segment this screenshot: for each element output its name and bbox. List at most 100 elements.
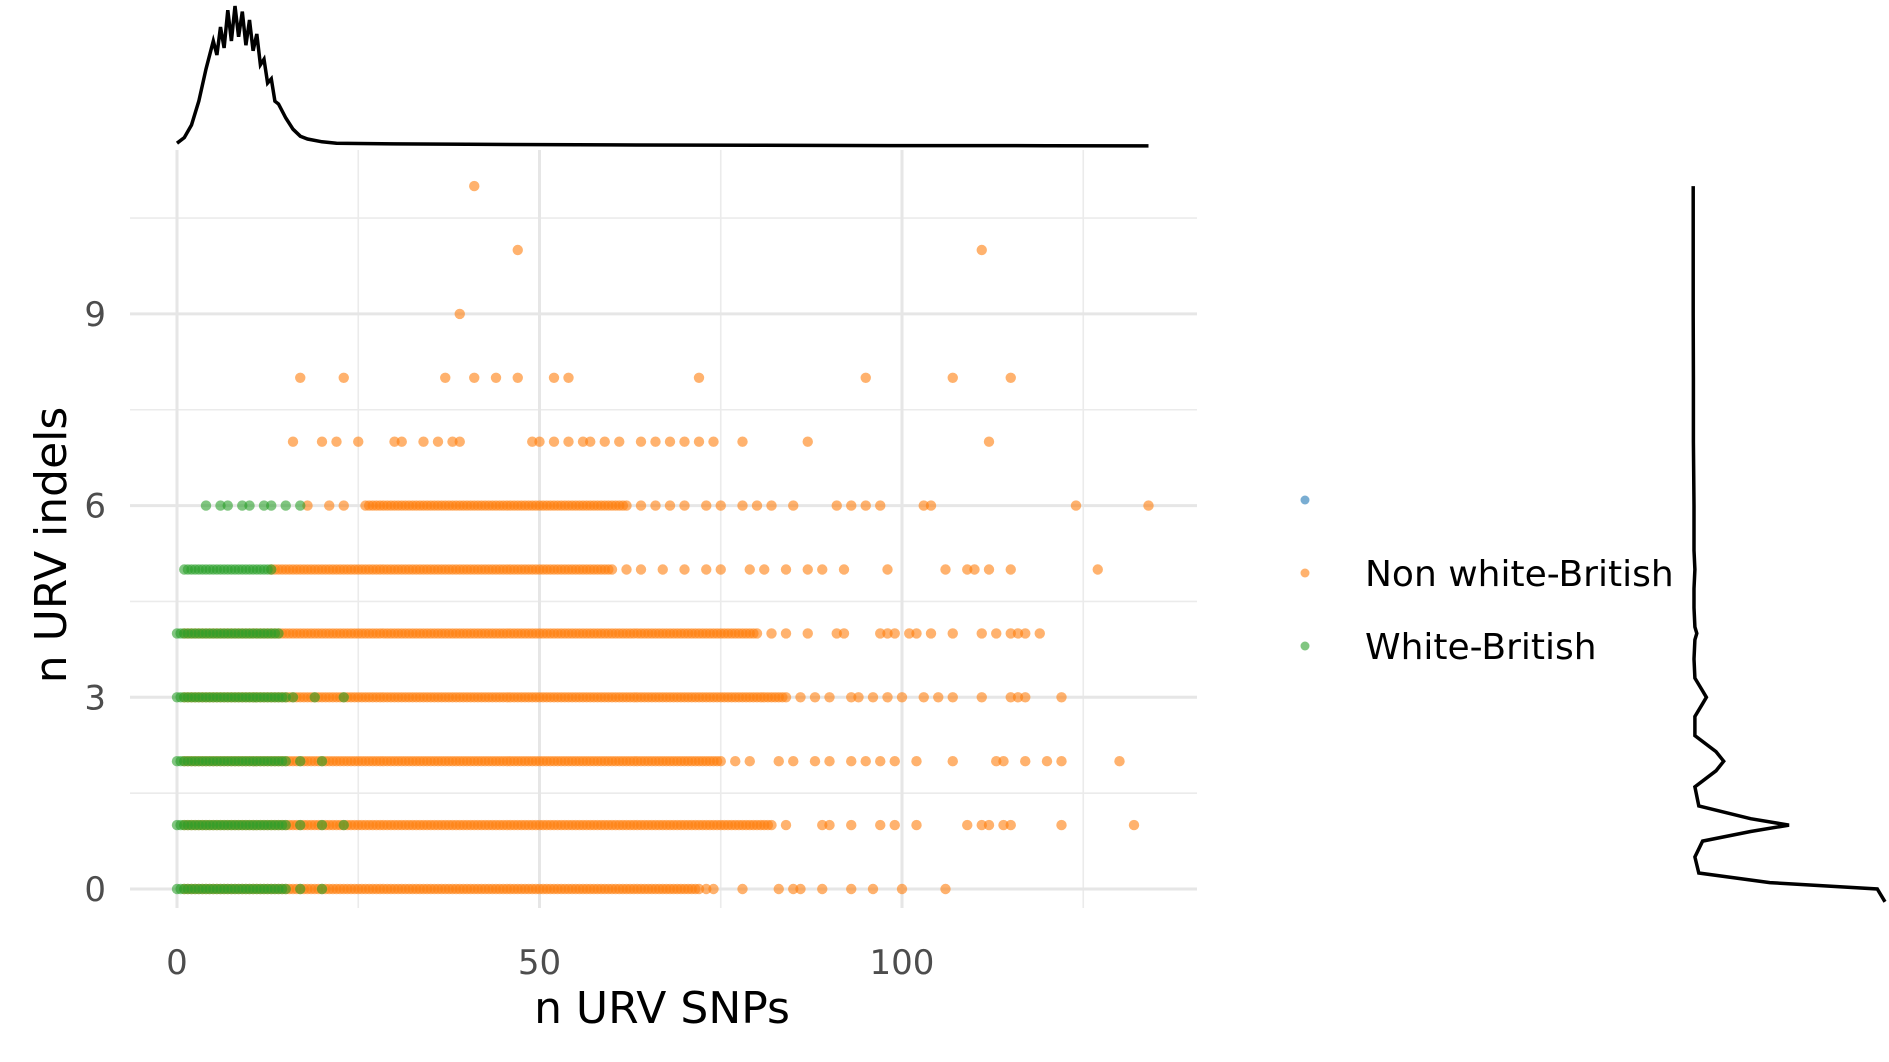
data-point [846, 756, 857, 767]
legend: Non white-British White-British [1300, 495, 1674, 668]
y-tick-label: 0 [84, 870, 106, 910]
data-point [454, 436, 465, 447]
data-point [860, 372, 871, 383]
legend-key [1300, 495, 1310, 505]
data-point [657, 564, 668, 575]
data-point [882, 628, 893, 639]
data-point [693, 436, 705, 447]
data-point [715, 500, 726, 511]
data-point [933, 692, 944, 703]
data-point [838, 564, 850, 575]
data-point [715, 564, 726, 575]
data-point [454, 308, 465, 320]
y-tick-label: 6 [84, 487, 106, 527]
data-point [606, 564, 618, 575]
data-point [1041, 756, 1053, 767]
data-point [577, 436, 589, 447]
data-point [418, 436, 429, 447]
data-point [664, 436, 676, 447]
data-point [708, 436, 719, 447]
data-point [1005, 628, 1016, 639]
data-point [976, 628, 987, 639]
data-point [846, 819, 857, 831]
data-point [273, 628, 284, 639]
legend-label: White-British [1365, 627, 1597, 668]
data-point [338, 819, 349, 831]
data-point [824, 819, 835, 831]
data-point [911, 756, 922, 767]
data-point [287, 436, 299, 447]
x-marginal-density-curve [175, 5, 1149, 148]
data-point [809, 692, 821, 703]
data-point [237, 500, 248, 511]
x-tick-label: 50 [518, 943, 561, 983]
data-point [860, 500, 871, 511]
data-point [780, 692, 792, 703]
data-point [940, 883, 951, 895]
y-marginal-density-curve [1691, 186, 1887, 903]
data-point [1005, 692, 1016, 703]
data-point [766, 500, 777, 511]
data-point [338, 372, 349, 383]
data-point [1056, 756, 1067, 767]
data-point [780, 564, 792, 575]
data-point [838, 628, 850, 639]
data-point [280, 819, 291, 831]
data-point [751, 628, 763, 639]
data-point [614, 436, 625, 447]
data-point [316, 819, 328, 831]
data-point [853, 692, 864, 703]
data-point [911, 628, 922, 639]
data-point [737, 436, 748, 447]
data-point [896, 883, 908, 895]
data-point [976, 692, 987, 703]
data-point [1005, 564, 1016, 575]
data-point [940, 564, 951, 575]
data-point [295, 819, 306, 831]
data-point [998, 819, 1009, 831]
data-point [831, 500, 842, 511]
data-point [947, 756, 958, 767]
data-point [788, 500, 799, 511]
data-point [621, 500, 632, 511]
data-point [1092, 564, 1103, 575]
data-point [563, 436, 574, 447]
data-point [1056, 819, 1067, 831]
data-point [744, 564, 755, 575]
data-point [795, 692, 806, 703]
data-point [389, 436, 400, 447]
data-point [664, 500, 676, 511]
data-point [701, 883, 712, 895]
data-point [512, 244, 523, 256]
data-point [708, 883, 719, 895]
data-point [846, 500, 857, 511]
data-point [338, 500, 349, 511]
y-axis-tick-labels: 0 3 6 9 [84, 295, 106, 910]
data-point [280, 883, 291, 895]
data-point [896, 692, 908, 703]
data-point [679, 500, 690, 511]
data-point [650, 436, 661, 447]
data-point [222, 500, 233, 511]
data-point [773, 883, 784, 895]
data-point [527, 436, 538, 447]
data-point [780, 628, 792, 639]
data-point [693, 372, 705, 383]
data-point [867, 883, 879, 895]
data-point [846, 692, 857, 703]
data-point [635, 500, 647, 511]
data-point [512, 372, 523, 383]
data-point [969, 564, 980, 575]
data-point [447, 436, 458, 447]
data-point [585, 436, 596, 447]
data-point [432, 436, 444, 447]
data-point [295, 883, 306, 895]
x-tick-label: 100 [870, 943, 935, 983]
data-point [911, 819, 922, 831]
data-point [983, 564, 995, 575]
data-point [563, 372, 574, 383]
data-point [889, 819, 900, 831]
data-point [693, 883, 705, 895]
data-point [875, 500, 886, 511]
data-point [258, 500, 270, 511]
